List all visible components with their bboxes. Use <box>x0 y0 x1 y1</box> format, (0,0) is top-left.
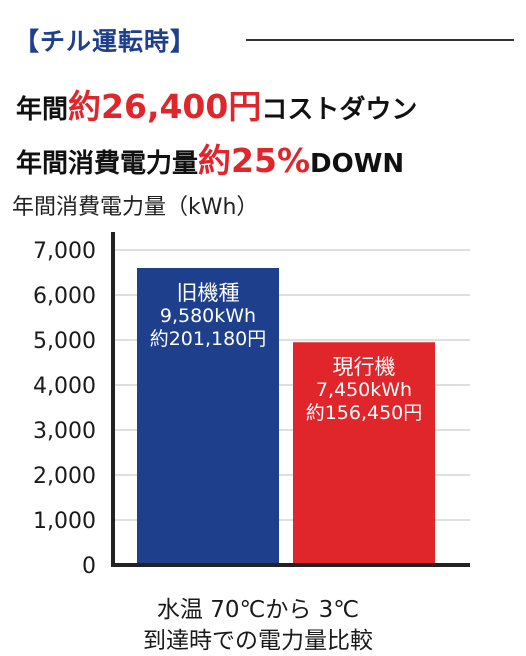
bar-label-cost: 約201,180円 <box>149 328 267 350</box>
y-tick-label: 2,000 <box>33 464 96 489</box>
bar-label: 旧機種 9,580kWh 約201,180円 <box>137 282 279 351</box>
x-axis-caption-line-2: 到達時での電力量比較 <box>143 628 373 654</box>
headline-cost-prefix: 年間 <box>16 95 69 125</box>
y-tick-label: 7,000 <box>33 239 96 264</box>
bar-old-model <box>137 268 279 565</box>
section-divider <box>246 39 514 41</box>
headline-power-prefix: 年間消費電力量 <box>16 149 199 179</box>
headline-power-down: 年間消費電力量約25%DOWN <box>16 134 404 182</box>
bar-label: 現行機 7,450kWh 約156,450円 <box>293 356 435 425</box>
headline-cost-highlight: 約26,400円 <box>68 87 262 126</box>
y-tick-label: 4,000 <box>33 374 96 399</box>
bar-current-model <box>293 342 435 565</box>
y-tick-label: 1,000 <box>33 509 96 534</box>
headline-cost-down: 年間約26,400円コストダウン <box>16 80 417 128</box>
bar-label-name: 現行機 <box>332 355 396 380</box>
headline-cost-suffix: コストダウン <box>261 95 418 125</box>
section-title: 【チル運転時】 <box>14 27 197 56</box>
section-header: 【チル運転時】 <box>14 22 514 56</box>
headline-power-highlight: 約25% <box>198 141 311 180</box>
bar-label-kwh: 9,580kWh <box>159 305 257 327</box>
bar-label-cost: 約156,450円 <box>305 402 423 425</box>
y-tick-label: 0 <box>82 554 96 579</box>
headline-power-suffix: DOWN <box>310 149 405 179</box>
y-tick-label: 6,000 <box>33 284 96 309</box>
y-axis-label: 年間消費電力量（kWh） <box>12 195 259 220</box>
bar-label-name: 旧機種 <box>176 281 240 305</box>
x-axis-caption-line-1: 水温 70℃から 3℃ <box>156 597 360 623</box>
bar-label-kwh: 7,450kWh <box>315 379 413 402</box>
y-tick-label: 3,000 <box>33 419 96 444</box>
y-tick-label: 5,000 <box>33 329 96 354</box>
